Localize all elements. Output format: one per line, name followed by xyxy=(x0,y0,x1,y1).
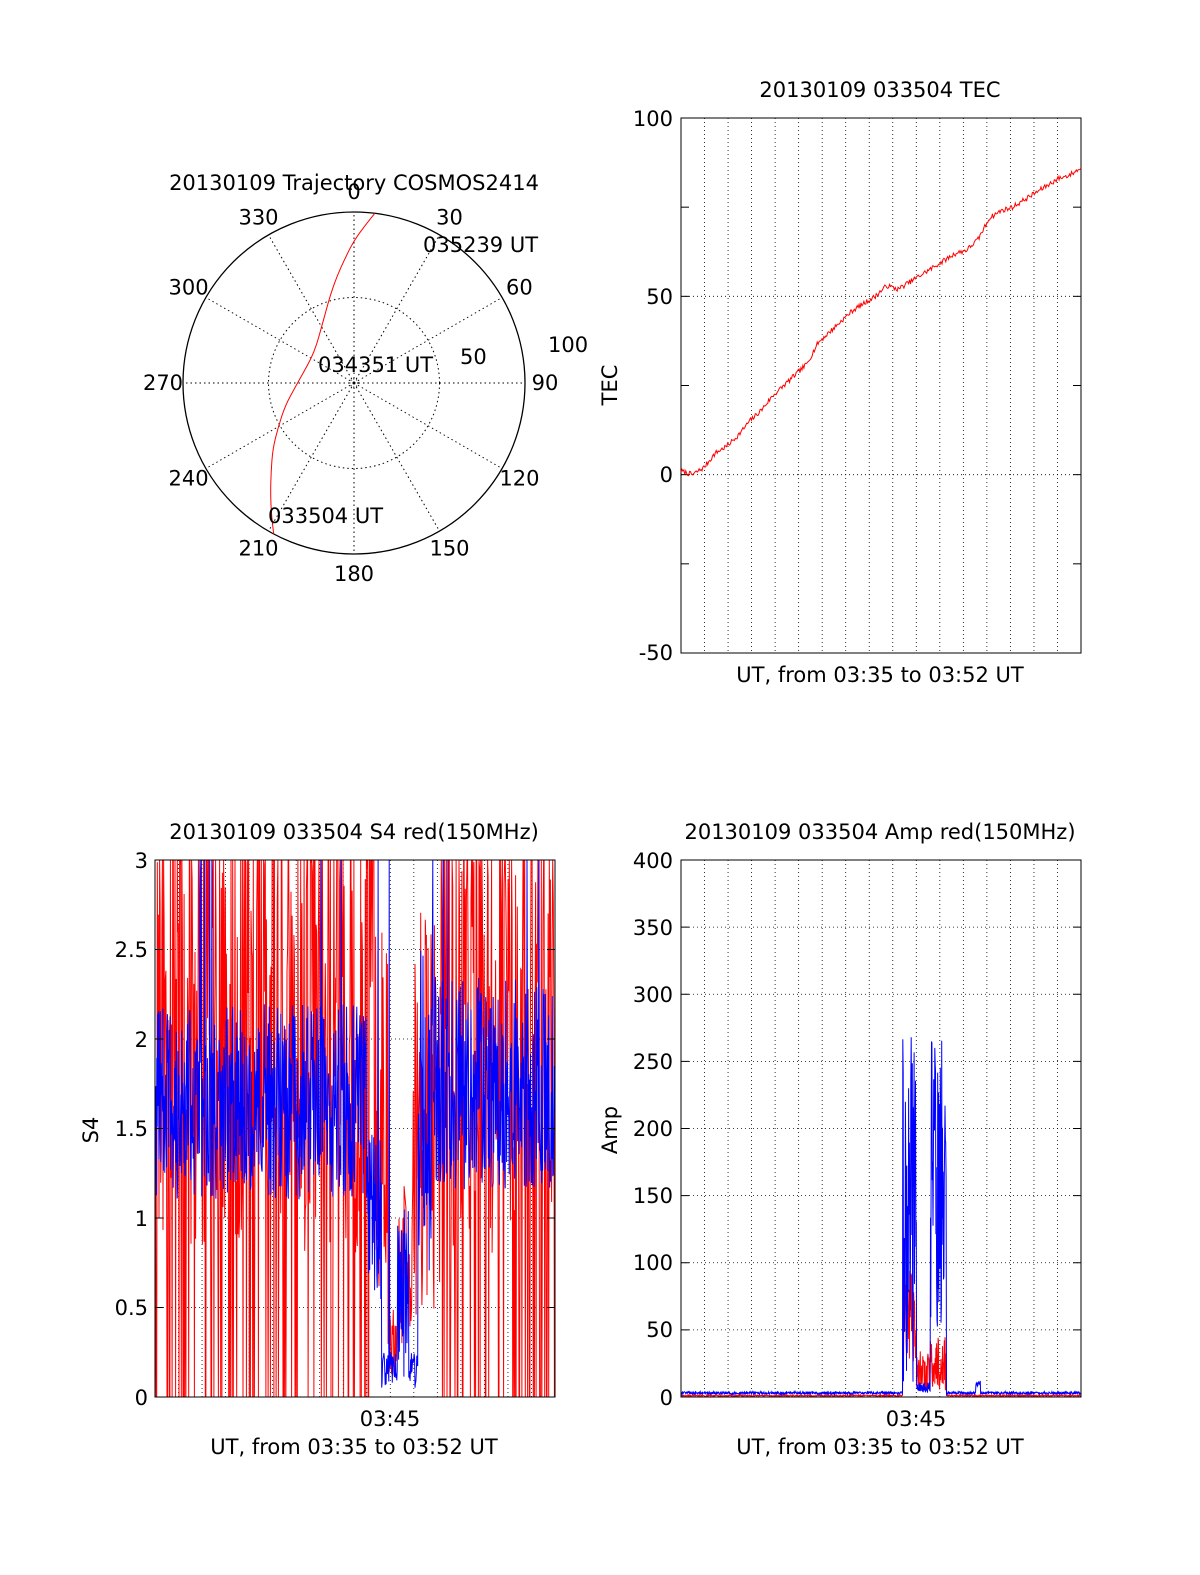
azimuth-label: 330 xyxy=(238,206,278,230)
s4-xtick: 03:45 xyxy=(360,1407,421,1431)
azimuth-label: 120 xyxy=(499,467,539,491)
polar-outer-ring xyxy=(182,211,526,555)
polar-center xyxy=(349,378,359,388)
s4-series-blue xyxy=(154,859,556,1388)
s4-ytick-2.5: 2.5 xyxy=(115,938,148,962)
azimuth-label: 270 xyxy=(143,371,183,395)
s4-panel: 20130109 033504 S4 red(150MHz) 3 2.5 2 1… xyxy=(79,820,556,1459)
amp-ylabel: Amp xyxy=(598,1106,622,1154)
tec-ylabel: TEC xyxy=(598,365,622,407)
tec-ytick-0: 0 xyxy=(660,463,673,487)
azimuth-label: 240 xyxy=(169,467,209,491)
amp-series-red xyxy=(680,1270,1082,1399)
s4-ytick-1.5: 1.5 xyxy=(115,1117,148,1141)
amp-series-blue xyxy=(680,1037,1082,1397)
azimuth-label: 210 xyxy=(238,536,278,560)
s4-ytick-0: 0 xyxy=(135,1386,148,1410)
azimuth-label: 300 xyxy=(169,276,209,300)
amp-ytick-100: 100 xyxy=(633,1251,673,1275)
azimuth-label: 90 xyxy=(532,371,559,395)
s4-title: 20130109 033504 S4 red(150MHz) xyxy=(169,820,539,844)
amp-xlabel: UT, from 03:35 to 03:52 UT xyxy=(736,1435,1024,1459)
amp-y-ticks xyxy=(681,859,1081,1398)
annotation-end-time: 035239 UT xyxy=(423,233,538,257)
amp-ytick-150: 150 xyxy=(633,1184,673,1208)
azimuth-label: 60 xyxy=(506,276,533,300)
tec-ytick-50: 50 xyxy=(646,285,673,309)
radial-label-50: 50 xyxy=(460,345,487,369)
s4-ytick-0.5: 0.5 xyxy=(115,1296,148,1320)
trajectory-track xyxy=(270,212,376,535)
amp-ytick-350: 350 xyxy=(633,916,673,940)
azimuth-label: 0 xyxy=(347,180,360,204)
s4-ytick-2: 2 xyxy=(135,1028,148,1052)
polar-spoke xyxy=(268,382,355,532)
azimuth-label: 180 xyxy=(334,562,374,586)
amp-ytick-250: 250 xyxy=(633,1050,673,1074)
amp-panel: 20130109 033504 Amp red(150MHz) 400 350 … xyxy=(598,820,1082,1459)
amp-ytick-200: 200 xyxy=(633,1117,673,1141)
amp-grid xyxy=(681,860,1081,1397)
amp-xtick: 03:45 xyxy=(886,1407,947,1431)
polar-grid xyxy=(182,211,526,555)
tec-ytick-100: 100 xyxy=(633,107,673,131)
amp-ytick-400: 400 xyxy=(633,849,673,873)
amp-title: 20130109 033504 Amp red(150MHz) xyxy=(684,820,1075,844)
polar-spoke xyxy=(205,382,355,469)
tec-axes-box xyxy=(680,117,1082,654)
polar-spoke xyxy=(353,234,440,384)
tec-series-red xyxy=(680,167,1082,477)
azimuth-label: 30 xyxy=(436,206,463,230)
trajectory-panel: 20130109 Trajectory COSMOS2414 0 30 60 90 12… xyxy=(143,171,588,586)
s4-y-ticks xyxy=(155,859,555,1398)
tec-y-ticks xyxy=(681,117,1081,654)
polar-spoke xyxy=(268,234,355,384)
tec-xlabel: UT, from 03:35 to 03:52 UT xyxy=(736,663,1024,687)
amp-ytick-50: 50 xyxy=(646,1318,673,1342)
s4-ylabel: S4 xyxy=(79,1117,103,1144)
azimuth-label: 150 xyxy=(429,536,469,560)
trajectory-title: 20130109 Trajectory COSMOS2414 xyxy=(169,171,539,195)
s4-ytick-1: 1 xyxy=(135,1207,148,1231)
tec-panel: 20130109 033504 TEC 100 50 0 -50 TEC UT,… xyxy=(598,78,1082,687)
annotation-start-time: 033504 UT xyxy=(268,504,383,528)
radial-label-100: 100 xyxy=(548,333,588,357)
tec-ytick-neg50: -50 xyxy=(639,641,673,665)
polar-spoke xyxy=(353,382,503,469)
amp-ytick-0: 0 xyxy=(660,1386,673,1410)
amp-ytick-300: 300 xyxy=(633,983,673,1007)
tec-title: 20130109 033504 TEC xyxy=(759,78,1000,102)
tec-grid xyxy=(681,118,1081,653)
polar-spoke xyxy=(353,382,440,532)
s4-xlabel: UT, from 03:35 to 03:52 UT xyxy=(210,1435,498,1459)
polar-azimuth-labels: 0 30 60 90 120 150 180 210 240 270 300 330 xyxy=(143,180,558,586)
annotation-mid-time: 034351 UT xyxy=(318,353,433,377)
s4-ytick-3: 3 xyxy=(135,849,148,873)
polar-spoke xyxy=(205,297,355,384)
polar-spoke xyxy=(353,297,503,384)
